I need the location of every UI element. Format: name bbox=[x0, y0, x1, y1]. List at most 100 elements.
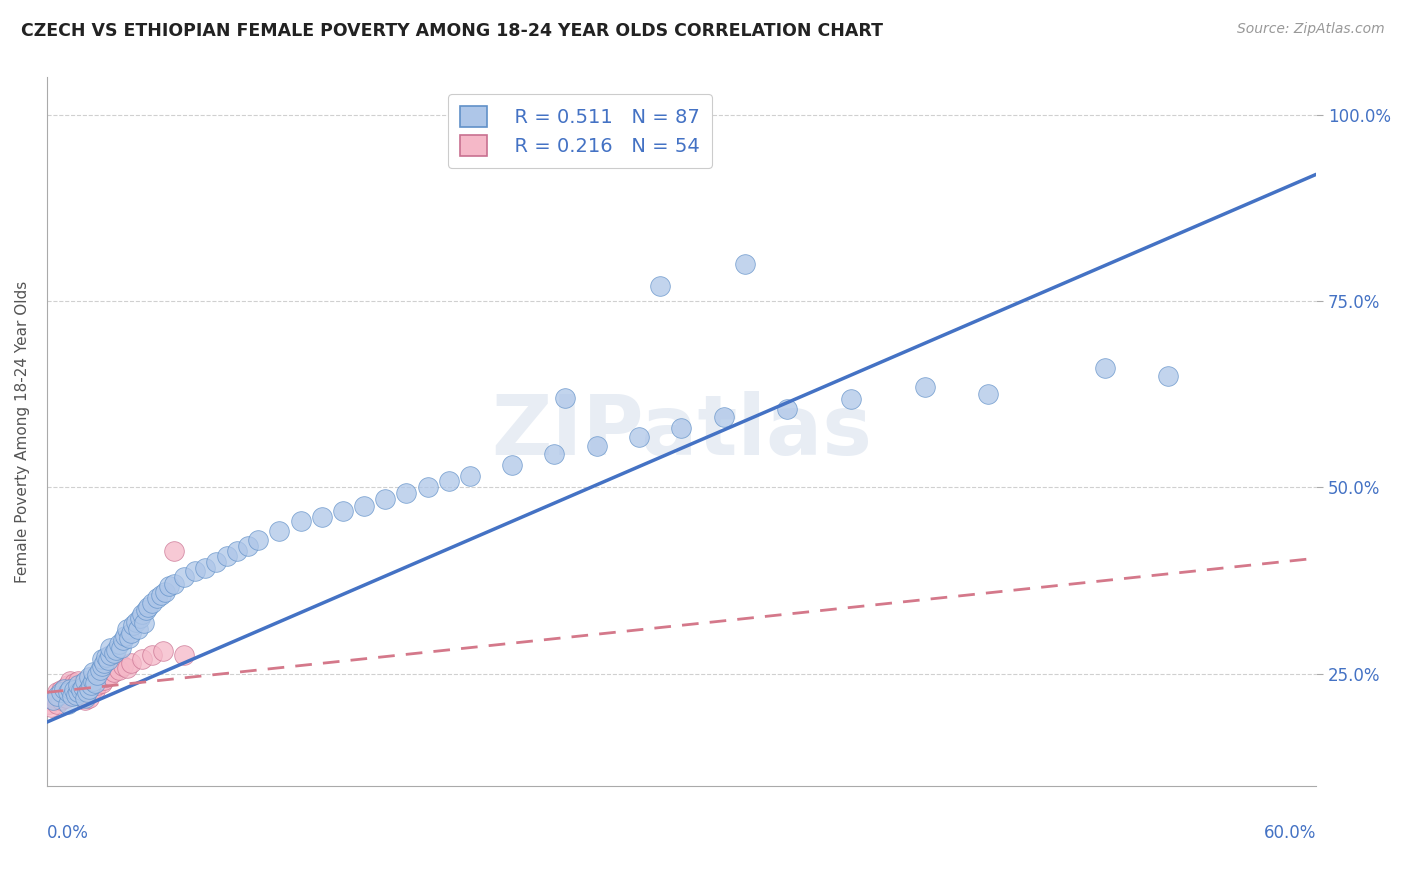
Point bbox=[149, 589, 172, 603]
Point bbox=[46, 697, 69, 711]
Point bbox=[111, 659, 134, 673]
Point bbox=[416, 480, 439, 494]
Point bbox=[39, 700, 62, 714]
Point bbox=[236, 539, 259, 553]
Point bbox=[914, 380, 936, 394]
Point bbox=[437, 475, 460, 489]
Point bbox=[141, 596, 163, 610]
Point bbox=[65, 685, 87, 699]
Point bbox=[77, 681, 100, 696]
Point bbox=[42, 693, 65, 707]
Point bbox=[839, 392, 862, 407]
Point bbox=[89, 663, 111, 677]
Point bbox=[72, 675, 94, 690]
Text: 60.0%: 60.0% bbox=[1264, 824, 1316, 842]
Point bbox=[458, 469, 481, 483]
Point bbox=[73, 693, 96, 707]
Point bbox=[776, 402, 799, 417]
Point bbox=[46, 689, 69, 703]
Point bbox=[131, 652, 153, 666]
Point bbox=[1094, 361, 1116, 376]
Point bbox=[132, 615, 155, 630]
Point bbox=[90, 652, 112, 666]
Point bbox=[82, 674, 104, 689]
Point bbox=[93, 673, 115, 687]
Point bbox=[82, 665, 104, 680]
Point bbox=[90, 659, 112, 673]
Point bbox=[60, 680, 83, 694]
Point bbox=[122, 618, 145, 632]
Point bbox=[76, 684, 98, 698]
Point bbox=[51, 685, 73, 699]
Point bbox=[353, 499, 375, 513]
Point bbox=[173, 648, 195, 662]
Point bbox=[56, 697, 79, 711]
Text: 0.0%: 0.0% bbox=[46, 824, 89, 842]
Point bbox=[65, 688, 87, 702]
Point bbox=[153, 584, 176, 599]
Point bbox=[977, 387, 1000, 401]
Point bbox=[111, 633, 134, 648]
Point bbox=[157, 579, 180, 593]
Point bbox=[98, 648, 121, 662]
Point bbox=[89, 674, 111, 689]
Point bbox=[67, 674, 90, 689]
Point bbox=[98, 640, 121, 655]
Text: CZECH VS ETHIOPIAN FEMALE POVERTY AMONG 18-24 YEAR OLDS CORRELATION CHART: CZECH VS ETHIOPIAN FEMALE POVERTY AMONG … bbox=[21, 22, 883, 40]
Point bbox=[63, 683, 86, 698]
Point bbox=[114, 630, 136, 644]
Point bbox=[94, 670, 117, 684]
Point bbox=[141, 648, 163, 662]
Point bbox=[76, 678, 98, 692]
Point bbox=[127, 622, 149, 636]
Point bbox=[46, 685, 69, 699]
Point bbox=[38, 697, 60, 711]
Point bbox=[93, 656, 115, 670]
Point bbox=[80, 685, 103, 699]
Point bbox=[311, 510, 333, 524]
Point bbox=[63, 683, 86, 698]
Point bbox=[56, 678, 79, 692]
Point bbox=[103, 646, 125, 660]
Point bbox=[194, 561, 217, 575]
Point bbox=[73, 674, 96, 689]
Point bbox=[65, 678, 87, 692]
Point bbox=[162, 543, 184, 558]
Point bbox=[118, 631, 141, 645]
Point bbox=[94, 650, 117, 665]
Point bbox=[48, 689, 70, 703]
Point bbox=[110, 640, 132, 655]
Point bbox=[67, 685, 90, 699]
Point bbox=[60, 689, 83, 703]
Point bbox=[77, 690, 100, 705]
Point bbox=[59, 674, 82, 689]
Point bbox=[84, 683, 107, 698]
Point bbox=[52, 681, 75, 696]
Legend:   R = 0.511   N = 87,   R = 0.216   N = 54: R = 0.511 N = 87, R = 0.216 N = 54 bbox=[449, 95, 711, 168]
Point bbox=[69, 689, 91, 703]
Point bbox=[42, 693, 65, 707]
Point bbox=[56, 685, 79, 699]
Point bbox=[115, 622, 138, 636]
Point bbox=[55, 690, 77, 705]
Point bbox=[44, 690, 66, 705]
Point bbox=[135, 603, 157, 617]
Point bbox=[73, 690, 96, 705]
Point bbox=[82, 681, 104, 696]
Point bbox=[59, 681, 82, 696]
Point bbox=[86, 668, 108, 682]
Point bbox=[97, 653, 120, 667]
Point bbox=[69, 683, 91, 698]
Text: ZIPatlas: ZIPatlas bbox=[491, 391, 872, 472]
Point bbox=[103, 665, 125, 680]
Point bbox=[59, 683, 82, 698]
Point bbox=[124, 615, 146, 629]
Point bbox=[290, 514, 312, 528]
Point bbox=[671, 421, 693, 435]
Point bbox=[63, 675, 86, 690]
Point bbox=[501, 458, 523, 472]
Point bbox=[734, 257, 756, 271]
Point bbox=[69, 680, 91, 694]
Point bbox=[90, 675, 112, 690]
Point bbox=[52, 688, 75, 702]
